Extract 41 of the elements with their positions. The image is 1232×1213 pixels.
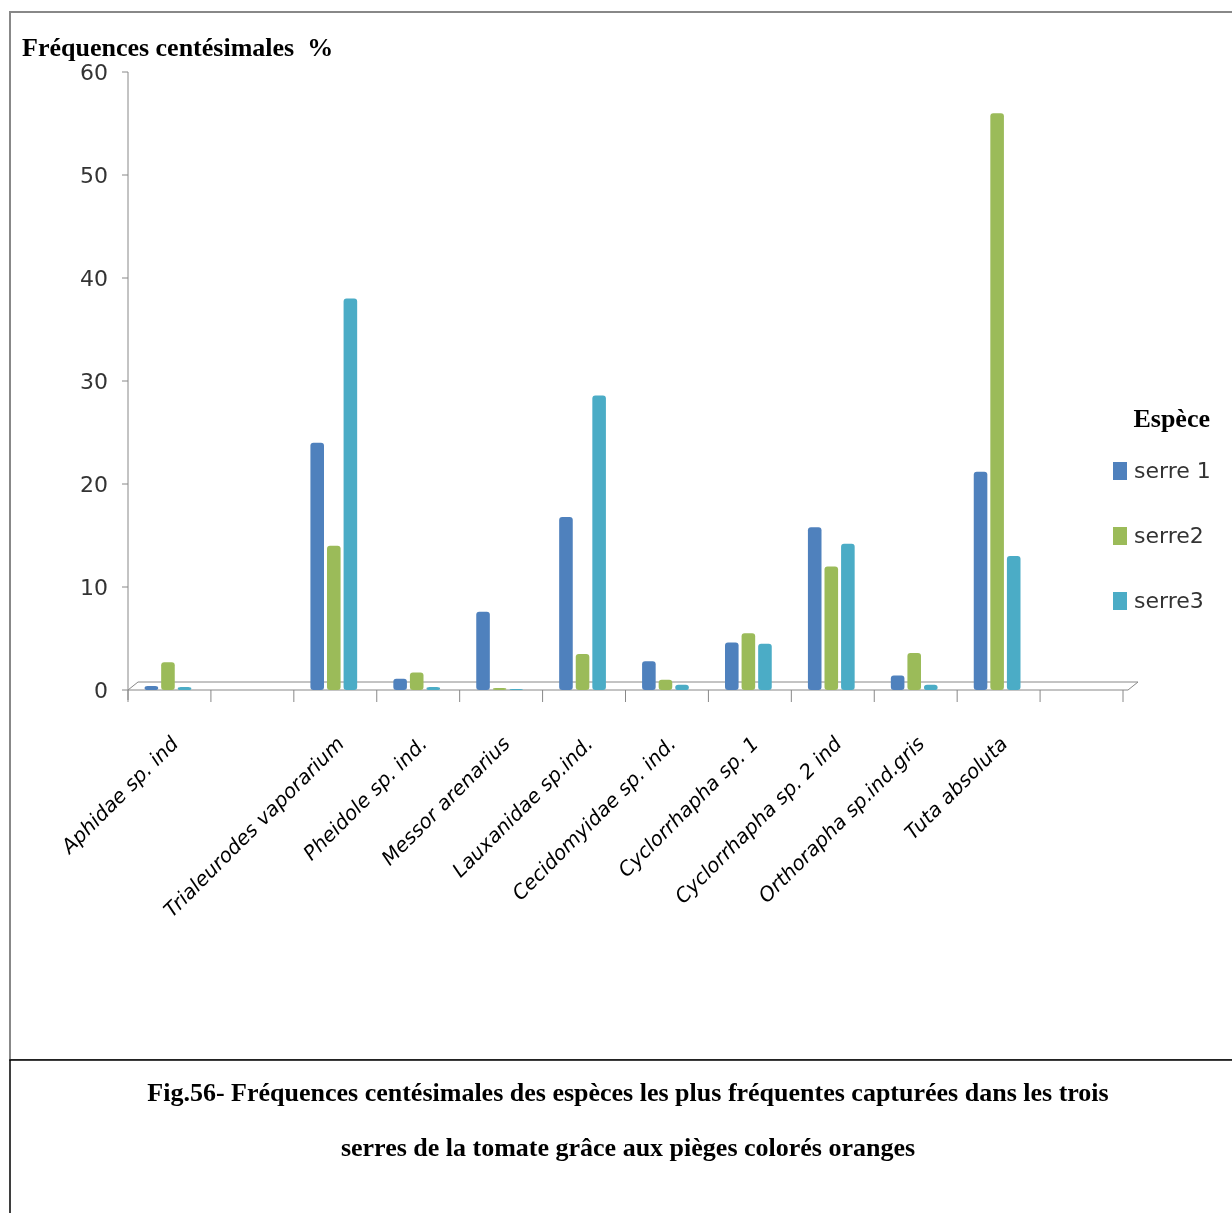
bar (924, 684, 938, 690)
caption: Fig.56- Fréquences centésimales des espèces les plus fréquentes capturées dans les trois serres de la tomate grâce aux pièges colorés oranges (147, 1078, 1109, 1162)
bar (658, 679, 673, 690)
y-tick-label: 30 (80, 368, 108, 394)
y-axis-title: Fréquences centésimales % (22, 33, 334, 62)
bar (758, 643, 772, 690)
legend-label: serre 1 (1134, 458, 1211, 483)
legend-label: serre2 (1134, 523, 1204, 548)
bar (144, 685, 159, 690)
bar (343, 298, 358, 690)
bar (1006, 556, 1021, 690)
bar (725, 642, 739, 690)
bar (990, 113, 1004, 690)
bar (741, 633, 756, 690)
bar (476, 611, 490, 690)
y-tick-label: 60 (80, 59, 108, 85)
bar (575, 653, 590, 690)
bar (426, 686, 441, 690)
bar (890, 675, 905, 690)
bar (907, 652, 921, 690)
bar (177, 686, 192, 690)
y-tick-label: 20 (80, 471, 108, 497)
bar (409, 672, 424, 690)
bar (327, 545, 341, 690)
y-tick-label: 50 (80, 162, 108, 188)
y-tick-label: 40 (80, 265, 108, 291)
bar (592, 395, 606, 690)
bar (973, 471, 988, 690)
y-tick-label: 10 (80, 574, 108, 600)
bar (642, 661, 656, 690)
bar (824, 566, 839, 690)
y-tick-label: 0 (94, 677, 108, 703)
bar (675, 684, 689, 690)
bar (841, 543, 855, 690)
bar (310, 442, 324, 690)
legend-title: Espèce (1133, 404, 1210, 433)
bar (161, 662, 175, 690)
bar (807, 527, 822, 690)
bar (393, 678, 407, 690)
bar (559, 516, 573, 690)
legend-label: serre3 (1134, 588, 1204, 613)
